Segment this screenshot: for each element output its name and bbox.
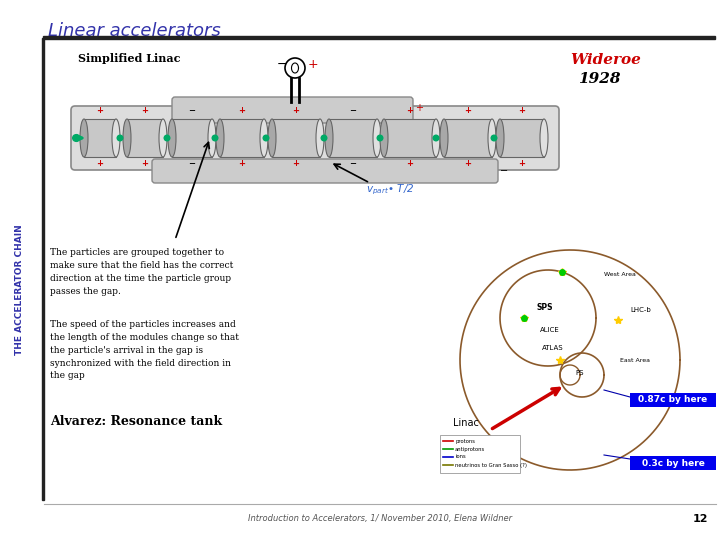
- Text: neutrinos to Gran Sasso (?): neutrinos to Gran Sasso (?): [455, 462, 527, 468]
- Ellipse shape: [432, 119, 440, 157]
- Ellipse shape: [216, 119, 224, 157]
- FancyBboxPatch shape: [71, 106, 559, 170]
- Text: +: +: [238, 159, 246, 168]
- Text: −: −: [349, 159, 356, 168]
- Ellipse shape: [540, 119, 548, 157]
- Circle shape: [72, 134, 80, 142]
- Bar: [384, 119, 436, 157]
- Text: +: +: [518, 159, 526, 168]
- Circle shape: [377, 134, 384, 141]
- Text: −: −: [500, 166, 508, 176]
- Bar: [440, 435, 520, 473]
- FancyBboxPatch shape: [152, 159, 498, 183]
- Text: +: +: [518, 106, 526, 115]
- Text: −: −: [277, 57, 287, 71]
- Bar: [444, 119, 492, 157]
- Circle shape: [163, 134, 171, 141]
- Text: PS: PS: [576, 370, 584, 376]
- Text: 0.3c by here: 0.3c by here: [642, 458, 704, 468]
- Ellipse shape: [260, 119, 268, 157]
- Text: +: +: [308, 57, 319, 71]
- Bar: [272, 119, 320, 157]
- Text: Alvarez: Resonance tank: Alvarez: Resonance tank: [50, 415, 222, 428]
- Text: antiprotons: antiprotons: [455, 447, 485, 451]
- Ellipse shape: [168, 119, 176, 157]
- Ellipse shape: [440, 119, 448, 157]
- Text: Introduction to Accelerators, 1/ November 2010, Elena Wildner: Introduction to Accelerators, 1/ Novembe…: [248, 514, 512, 523]
- Text: +: +: [292, 159, 300, 168]
- Text: 0.87c by here: 0.87c by here: [639, 395, 708, 404]
- Bar: [500, 119, 544, 157]
- Text: $v_{part}$• T/2: $v_{part}$• T/2: [366, 183, 414, 198]
- Ellipse shape: [316, 119, 324, 157]
- Circle shape: [117, 134, 124, 141]
- Text: +: +: [415, 103, 423, 113]
- Bar: [630, 456, 716, 470]
- Text: ATLAS: ATLAS: [542, 345, 564, 351]
- Text: East Area: East Area: [620, 357, 650, 362]
- Text: ALICE: ALICE: [540, 327, 559, 333]
- Text: The particles are grouped together to
make sure that the field has the correct
d: The particles are grouped together to ma…: [50, 248, 233, 295]
- Text: Wideroe: Wideroe: [570, 53, 641, 67]
- Bar: [84, 119, 116, 157]
- Ellipse shape: [268, 119, 276, 157]
- Ellipse shape: [325, 119, 333, 157]
- Bar: [42, 38, 44, 500]
- FancyBboxPatch shape: [172, 97, 413, 123]
- Ellipse shape: [112, 119, 120, 157]
- Ellipse shape: [373, 119, 381, 157]
- Ellipse shape: [488, 119, 496, 157]
- Text: +: +: [464, 106, 472, 115]
- Text: −: −: [349, 106, 356, 115]
- Text: +: +: [407, 159, 413, 168]
- Circle shape: [263, 134, 269, 141]
- Text: West Area: West Area: [604, 273, 636, 278]
- Bar: [630, 393, 716, 407]
- Circle shape: [212, 134, 218, 141]
- Bar: [172, 119, 212, 157]
- Text: +: +: [96, 106, 104, 115]
- Text: SPS: SPS: [536, 303, 553, 313]
- Text: protons: protons: [455, 438, 475, 443]
- Ellipse shape: [159, 119, 167, 157]
- Ellipse shape: [496, 119, 504, 157]
- Text: 12: 12: [693, 514, 708, 524]
- Circle shape: [490, 134, 498, 141]
- Text: +: +: [407, 106, 413, 115]
- Text: Linear accelerators: Linear accelerators: [48, 22, 221, 40]
- Bar: [329, 119, 377, 157]
- Text: −: −: [189, 159, 196, 168]
- Text: The speed of the particles increases and
the length of the modules change so tha: The speed of the particles increases and…: [50, 320, 239, 380]
- Text: +: +: [238, 106, 246, 115]
- Text: Simplified Linac: Simplified Linac: [78, 53, 181, 64]
- Bar: [220, 119, 264, 157]
- Text: +: +: [142, 106, 148, 115]
- Text: +: +: [464, 159, 472, 168]
- Text: LHC-b: LHC-b: [630, 307, 651, 313]
- Bar: [43, 36, 715, 38]
- Ellipse shape: [380, 119, 388, 157]
- Text: ions: ions: [455, 455, 466, 460]
- Text: THE ACCELERATOR CHAIN: THE ACCELERATOR CHAIN: [16, 225, 24, 355]
- Ellipse shape: [80, 119, 88, 157]
- Text: +: +: [142, 159, 148, 168]
- Ellipse shape: [123, 119, 131, 157]
- Text: +: +: [292, 106, 300, 115]
- Circle shape: [320, 134, 328, 141]
- Text: +: +: [96, 159, 104, 168]
- Bar: [127, 119, 163, 157]
- Circle shape: [433, 134, 439, 141]
- Text: Linac: Linac: [453, 418, 479, 428]
- Text: 1928: 1928: [578, 72, 621, 86]
- Circle shape: [285, 58, 305, 78]
- Text: −: −: [189, 106, 196, 115]
- Ellipse shape: [208, 119, 216, 157]
